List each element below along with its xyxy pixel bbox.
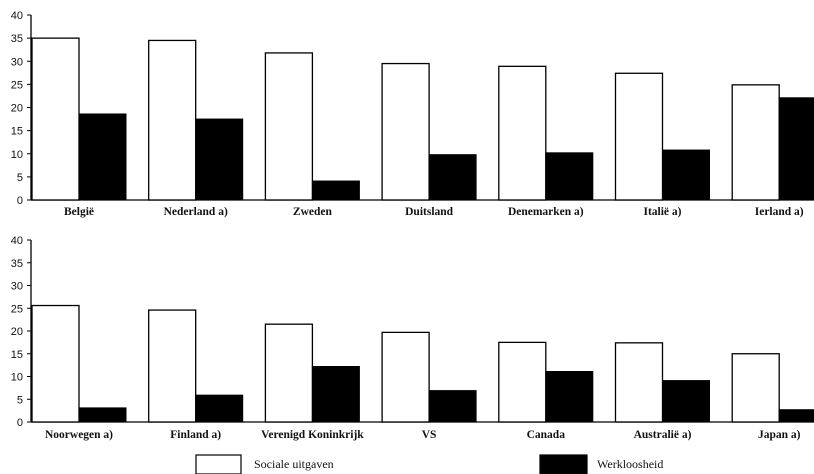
category-label: Japan a): [758, 429, 801, 441]
y-tick-label: 30: [11, 281, 23, 293]
category-label: Finland a): [170, 429, 221, 441]
bar-sociale-uitgaven: [614, 342, 664, 423]
category-label: Canada: [527, 429, 566, 441]
category-label: Australië a): [634, 429, 692, 441]
y-tick-label: 15: [11, 349, 23, 361]
category-label: België: [64, 206, 94, 218]
y-tick-label: 5: [17, 172, 23, 184]
bar-werkloosheid: [778, 409, 814, 423]
bar-werkloosheid: [545, 152, 594, 201]
bar-werkloosheid: [545, 370, 594, 423]
y-tick-label: 0: [17, 417, 23, 429]
legend-label-sociale: Sociale uitgaven: [254, 457, 334, 471]
bar-werkloosheid: [195, 118, 244, 201]
category-label: Denemarken a): [508, 206, 584, 218]
y-tick-label: 0: [17, 195, 23, 207]
bar-sociale-uitgaven: [31, 304, 80, 423]
bar-sociale-uitgaven: [731, 84, 780, 201]
bar-werkloosheid: [195, 394, 244, 423]
bar-werkloosheid: [662, 149, 710, 201]
category-label: Noorwegen a): [45, 429, 113, 441]
top-panel: 0 5 10 15 20 25 30 35 40 België Nederland a) Zweden…: [11, 10, 814, 218]
y-tick-label: 40: [11, 235, 23, 247]
bar-werkloosheid: [78, 407, 127, 423]
bar-sociale-uitgaven: [498, 65, 547, 201]
y-tick-label: 30: [11, 56, 23, 68]
bar-werkloosheid: [778, 97, 814, 201]
category-label: Zweden: [293, 206, 333, 218]
bar-werkloosheid: [311, 365, 360, 423]
category-label: Duitsland: [405, 206, 454, 218]
bar-sociale-uitgaven: [381, 62, 430, 201]
y-tick-label: 10: [11, 372, 23, 384]
bar-sociale-uitgaven: [148, 309, 197, 423]
bar-werkloosheid: [311, 180, 360, 201]
category-label: Italië a): [643, 206, 681, 218]
bar-sociale-uitgaven: [264, 52, 314, 201]
legend-swatch-sociale: [195, 454, 242, 474]
bar-sociale-uitgaven: [148, 39, 197, 201]
bar-werkloosheid: [78, 113, 127, 201]
bottom-panel: 0 5 10 15 20 25 30 35 40 Noorwegen a) Finland a) Ve…: [11, 235, 814, 441]
category-label: Ierland a): [755, 206, 804, 218]
y-tick-label: 40: [11, 10, 23, 22]
bar-werkloosheid: [428, 154, 477, 201]
y-tick-label: 20: [11, 103, 23, 115]
bar-sociale-uitgaven: [381, 331, 430, 423]
category-label: Verenigd Koninkrijk: [261, 429, 364, 441]
y-tick-label: 20: [11, 326, 23, 338]
bar-werkloosheid: [662, 380, 710, 423]
legend: Sociale uitgaven Werkloosheid: [195, 454, 663, 474]
bar-sociale-uitgaven: [731, 353, 780, 423]
y-tick-label: 35: [11, 258, 23, 270]
bar-sociale-uitgaven: [498, 341, 547, 423]
category-label: Nederland a): [164, 206, 228, 218]
bar-sociale-uitgaven: [264, 323, 314, 423]
legend-swatch-werkloosheid: [539, 454, 588, 474]
y-tick-label: 5: [17, 394, 23, 406]
category-label: VS: [422, 429, 437, 441]
y-tick-label: 25: [11, 303, 23, 315]
bar-sociale-uitgaven: [614, 72, 664, 201]
bar-werkloosheid: [428, 390, 477, 423]
legend-label-werkloosheid: Werkloosheid: [597, 457, 663, 471]
y-tick-label: 25: [11, 79, 23, 91]
bar-sociale-uitgaven: [31, 37, 80, 201]
y-tick-label: 15: [11, 126, 23, 138]
y-tick-label: 10: [11, 149, 23, 161]
y-tick-label: 35: [11, 33, 23, 45]
